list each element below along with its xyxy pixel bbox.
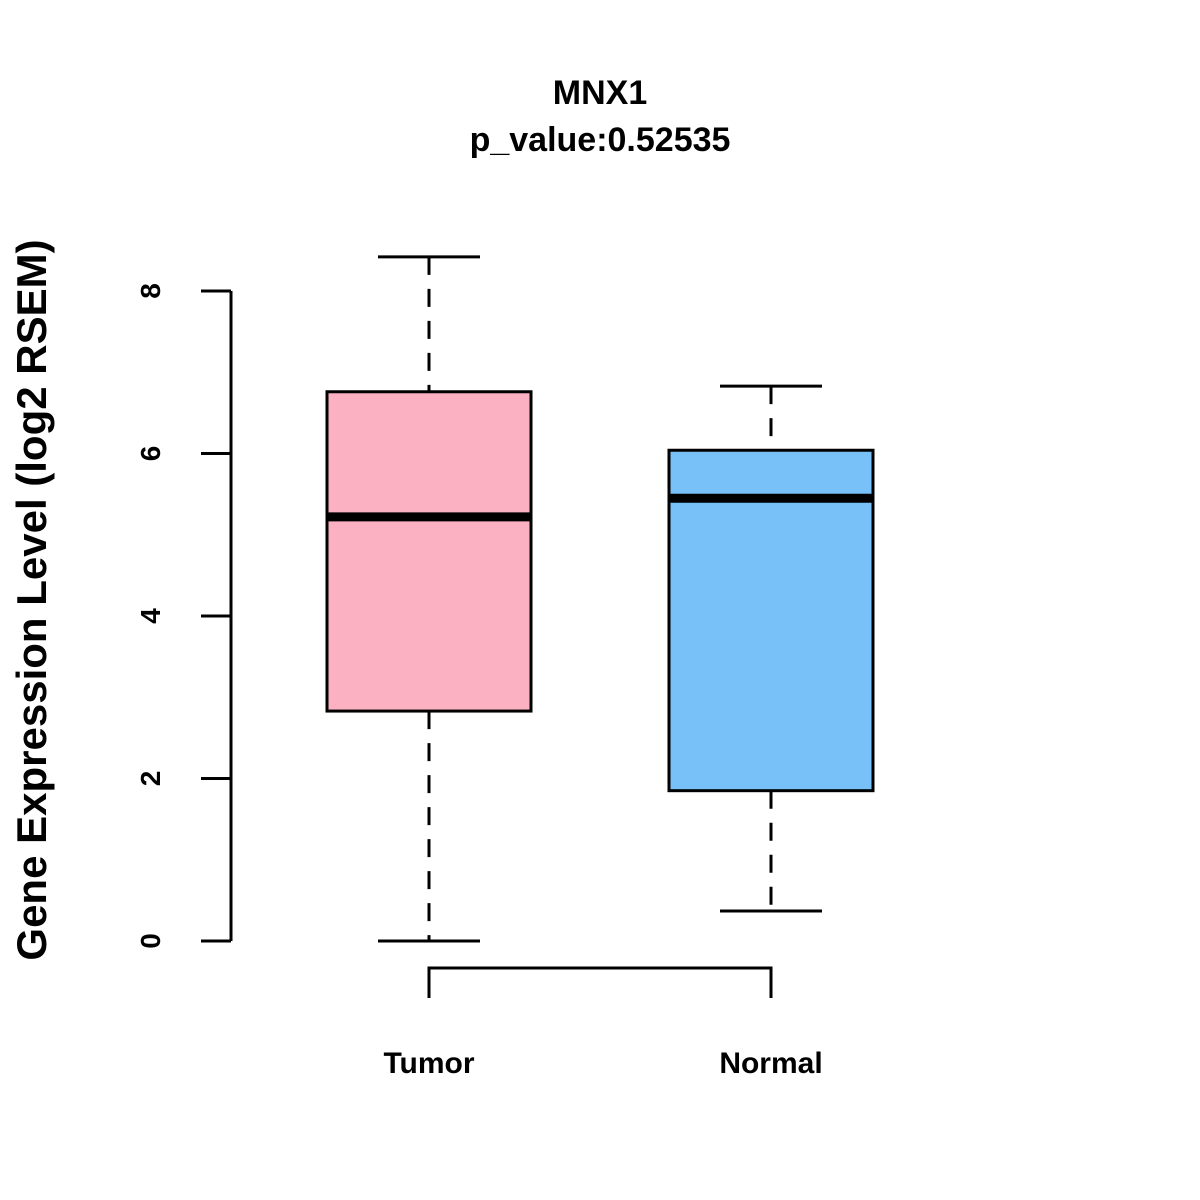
y-ticks: 0 2 4 6 8 [135, 283, 231, 949]
y-tick-label: 2 [135, 771, 166, 787]
iqr-box [667, 448, 875, 793]
y-tick-label: 0 [135, 933, 166, 949]
category-labels: Tumor Normal [383, 1047, 822, 1080]
category-label-normal: Normal [719, 1047, 822, 1080]
y-axis: 0 2 4 6 8 [135, 283, 233, 949]
y-axis-label: Gene Expression Level (log2 RSEM) [8, 239, 55, 960]
comparison-bracket [427, 966, 773, 998]
box-normal [667, 384, 875, 913]
chart-subtitle: p_value:0.52535 [470, 121, 731, 159]
boxes [325, 255, 875, 943]
y-tick-label: 6 [135, 446, 166, 462]
y-tick-label: 8 [135, 283, 166, 299]
chart-title: MNX1 [553, 74, 647, 112]
iqr-box [325, 390, 533, 713]
category-label-tumor: Tumor [383, 1047, 474, 1080]
box-tumor [325, 255, 533, 943]
bracket-line [427, 966, 773, 998]
y-tick-label: 4 [135, 608, 166, 624]
